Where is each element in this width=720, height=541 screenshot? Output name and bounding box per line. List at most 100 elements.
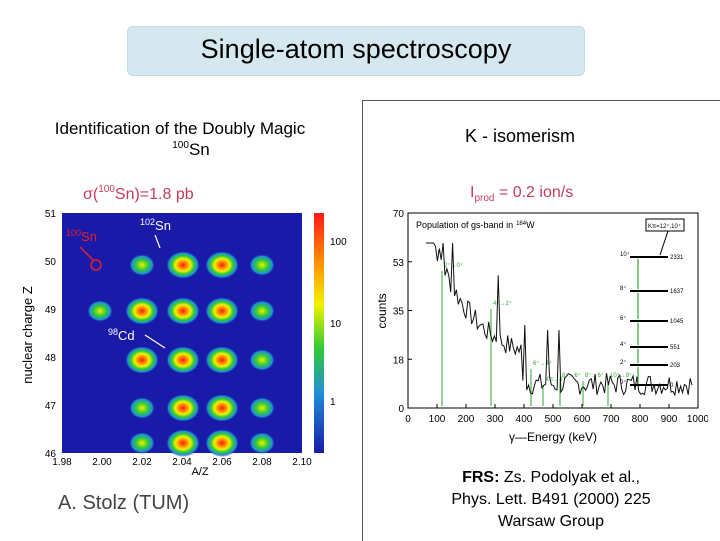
level-spin: 0⁺ <box>620 379 627 386</box>
spectrum-x-label: γ—Energy (keV) <box>509 430 597 444</box>
cross-section-suffix: Sn)=1.8 pb <box>114 186 194 203</box>
level-energy: 203 <box>670 363 681 369</box>
x-axis-label: A/Z <box>191 466 208 475</box>
x-tick-label: 300 <box>487 414 504 425</box>
y-tick-label: 49 <box>45 305 57 316</box>
x-tick-label: 400 <box>516 414 533 425</box>
annotation-98cd-symbol: Cd <box>118 328 135 343</box>
production-rate: Iprod = 0.2 ion/s <box>470 184 573 204</box>
x-tick-label: 2.06 <box>212 457 232 468</box>
y-tick-label: 46 <box>45 449 57 460</box>
annotation-102sn-mass: 102 <box>140 217 155 227</box>
gamma-spectrum: Population of gs-band in 184W 2⁺→0⁺4⁺→2⁺6… <box>375 209 708 444</box>
level-spin: 6⁺ <box>620 315 627 322</box>
y-tick-label: 0 <box>398 404 404 415</box>
x-tick-label: 0 <box>405 414 411 425</box>
y-tick-label: 51 <box>45 209 57 220</box>
count-cluster <box>205 297 239 325</box>
x-tick-label: 2.02 <box>132 457 152 468</box>
x-tick-label: 600 <box>574 414 591 425</box>
inset-nucleus: W <box>526 220 535 230</box>
count-cluster <box>205 394 239 422</box>
count-cluster <box>249 300 275 322</box>
reference-line-1: FRS: Zs. Podolyak et al., <box>410 467 692 489</box>
right-panel-frame <box>362 100 720 541</box>
y-tick-label: 53 <box>393 258 405 269</box>
count-cluster <box>166 394 200 422</box>
level-energy: 1637 <box>670 289 684 295</box>
spectrum-y-label: counts <box>375 293 389 328</box>
identification-plot: 100 10 1 1.98 2.00 2.02 2.04 2.06 2.08 2.10 51 50… <box>20 209 347 475</box>
y-tick-label: 70 <box>393 209 405 220</box>
annotation-102sn: 102Sn <box>140 217 171 233</box>
x-tick-label: 900 <box>661 414 678 425</box>
annotation-98cd-mass: 98 <box>108 327 118 337</box>
cross-section-mass: 100 <box>98 184 115 195</box>
inset-mass: 184 <box>516 221 527 227</box>
level-energy: 551 <box>670 345 681 351</box>
cross-section-prefix: σ( <box>83 186 99 203</box>
x-tick-label: 500 <box>545 414 562 425</box>
peak-label: Kπ→8⁺ <box>545 376 566 383</box>
count-cluster <box>166 429 200 457</box>
level-spin: 10⁺ <box>620 251 630 258</box>
level-spin: 8⁺ <box>620 285 627 292</box>
y-tick-label: 35 <box>393 307 405 318</box>
x-tick-label: 2.08 <box>252 457 272 468</box>
count-cluster <box>129 397 155 419</box>
count-cluster <box>205 251 239 279</box>
level-energy: 0 <box>670 383 674 389</box>
x-tick-label: 200 <box>458 414 475 425</box>
count-cluster <box>87 300 113 322</box>
count-cluster <box>249 397 275 419</box>
annotation-100sn-arrow <box>79 246 94 261</box>
reference-group: Warsaw Group <box>497 513 605 530</box>
annotation-100sn: 100Sn <box>66 228 97 244</box>
annotation-100sn-circle <box>90 259 102 271</box>
count-cluster <box>166 346 200 374</box>
annotation-98cd-arrow <box>144 334 166 349</box>
spectrum-trace <box>426 242 693 397</box>
level-spin: 2⁺ <box>620 359 627 366</box>
y-axis-label: nuclear charge Z <box>20 286 35 384</box>
peak-label: 4⁺→2⁺ <box>493 300 512 307</box>
level-spin: 4⁺ <box>620 341 627 348</box>
nuclide-label: 100Sn <box>0 140 382 160</box>
y-tick-label: 18 <box>393 355 405 366</box>
count-cluster <box>129 432 155 454</box>
annotation-98cd: 98Cd <box>108 327 135 343</box>
x-tick-label: 800 <box>632 414 649 425</box>
annotation-100sn-symbol: Sn <box>81 229 97 244</box>
y-tick-label: 50 <box>45 257 57 268</box>
annotation-100sn-mass: 100 <box>66 228 81 238</box>
annotation-102sn-arrow <box>154 234 161 249</box>
reference-journal: Phys. Lett. B491 (2000) 225 <box>451 491 651 508</box>
count-cluster <box>205 346 239 374</box>
annotation-102sn-symbol: Sn <box>155 218 171 233</box>
x-tick-label: 1.98 <box>52 457 72 468</box>
reference-label: FRS: <box>462 469 500 486</box>
y-tick-label: 47 <box>45 401 57 412</box>
count-cluster <box>129 254 155 276</box>
count-cluster <box>125 297 159 325</box>
x-tick-label: 700 <box>603 414 620 425</box>
x-tick-label: 100 <box>429 414 446 425</box>
count-cluster <box>125 346 159 374</box>
colorbar-tick-label: 100 <box>330 237 347 248</box>
peak-label: 6⁺→4⁺ <box>533 360 552 367</box>
spectrum-frame <box>407 212 699 409</box>
inset-title: Population of gs-band in 184W <box>416 220 535 230</box>
x-tick-label: 2.10 <box>292 457 312 468</box>
production-subscript: prod <box>474 193 495 205</box>
colorbar-tick-label: 10 <box>330 319 342 330</box>
peak-label: 10⁺→8⁺ <box>610 372 632 379</box>
cross-section: σ(100Sn)=1.8 pb <box>83 184 194 204</box>
production-value: = 0.2 ion/s <box>494 184 574 201</box>
isomer-decay-line <box>659 230 669 256</box>
x-tick-label: 1000 <box>687 414 708 425</box>
colorbar-tick-label: 1 <box>330 397 336 408</box>
right-heading: K - isomerism <box>465 126 576 146</box>
y-tick-label: 48 <box>45 353 57 364</box>
production-symbol: I <box>470 184 475 201</box>
count-cluster <box>249 432 275 454</box>
